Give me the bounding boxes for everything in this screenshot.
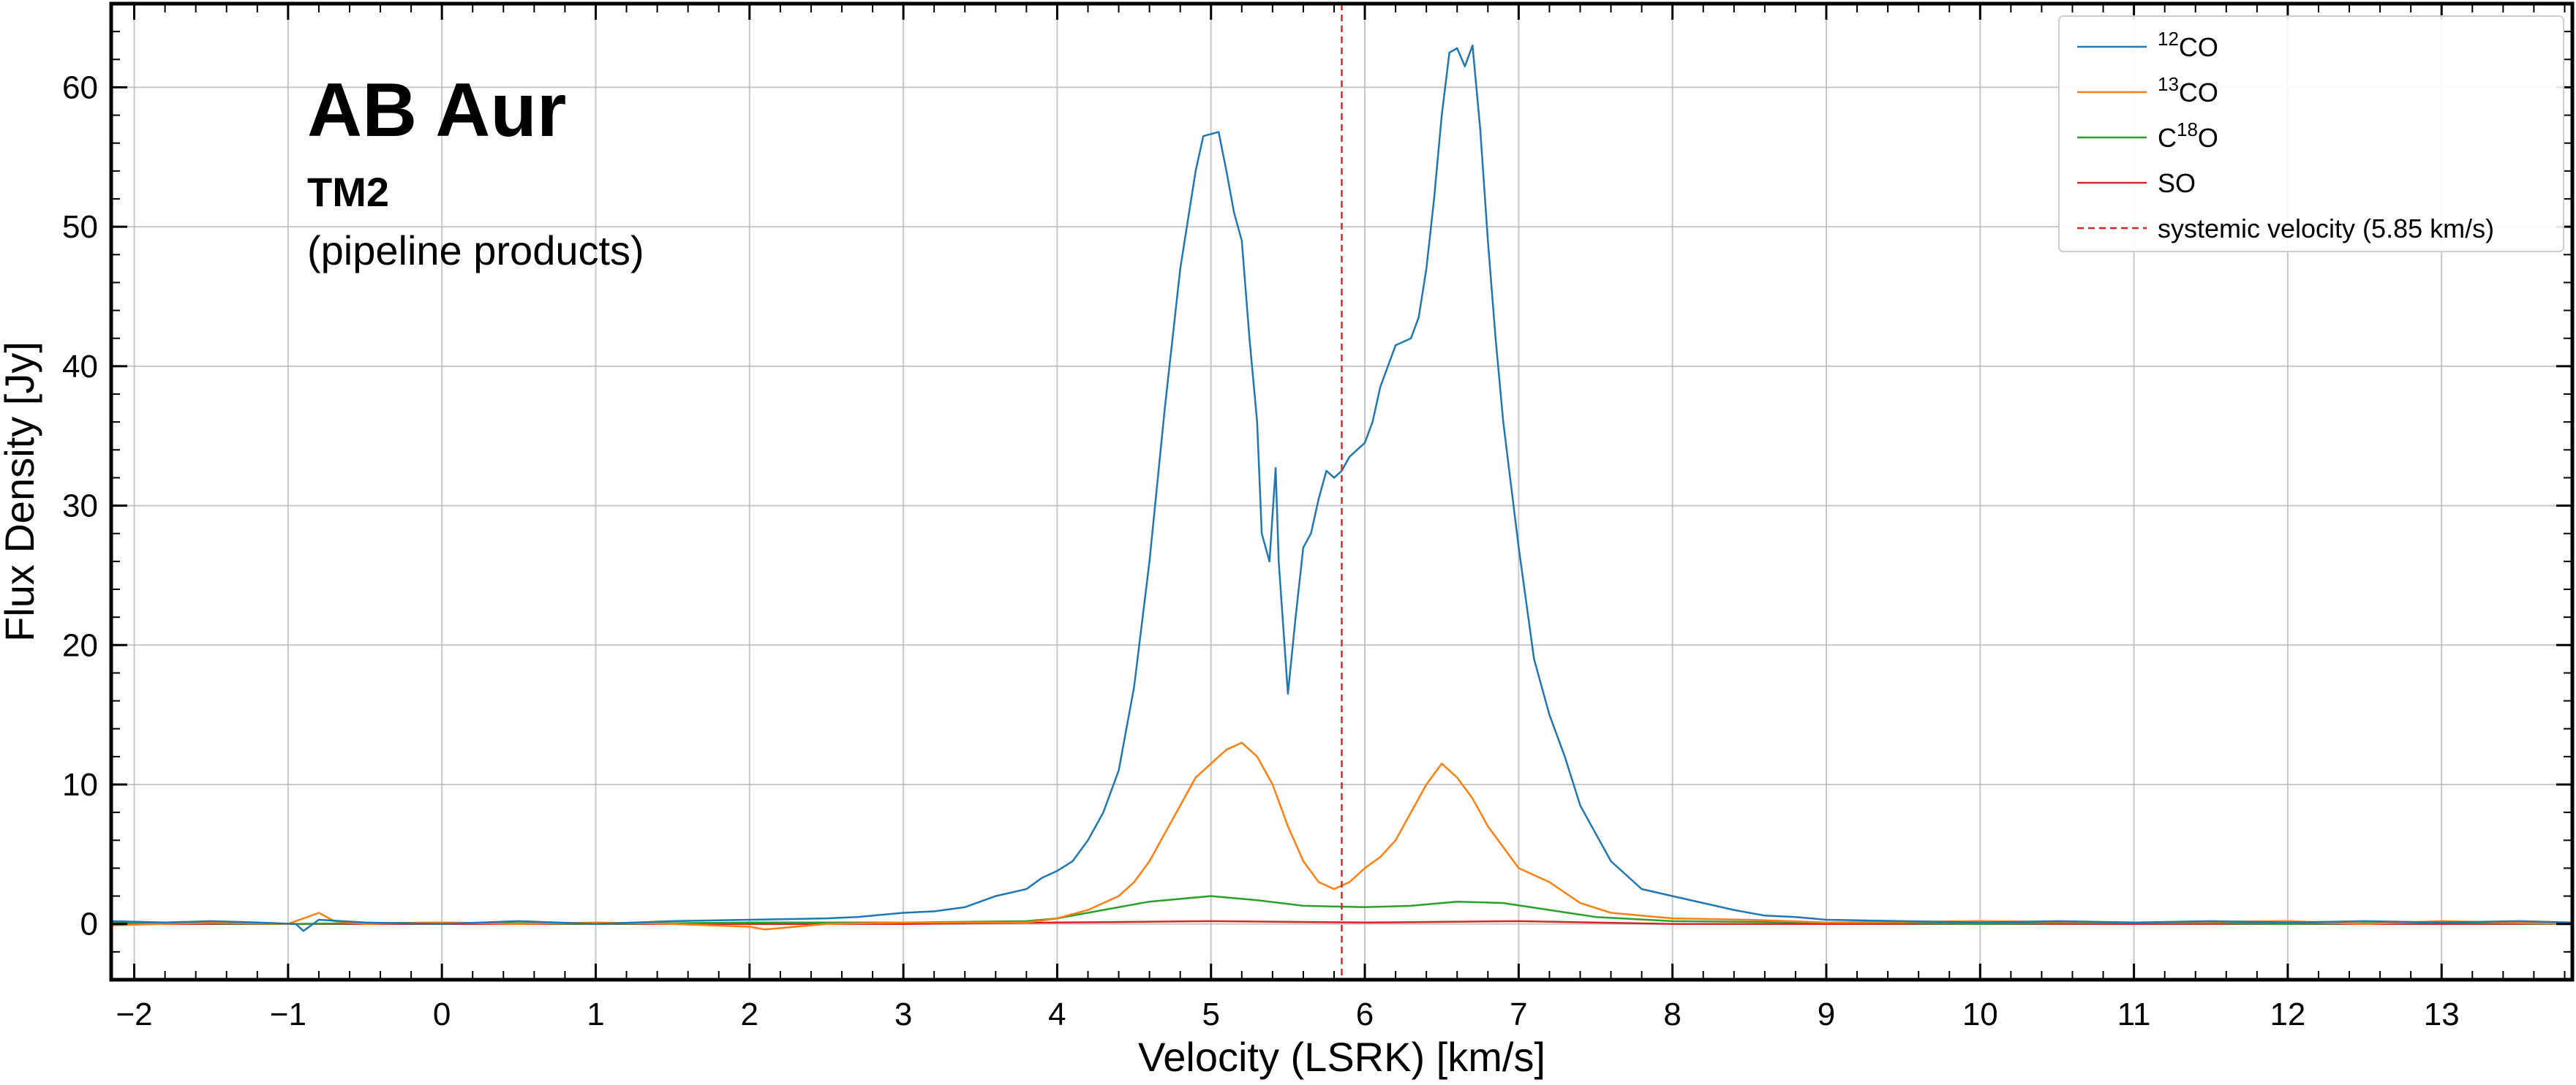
series-line-c18o bbox=[110, 895, 2573, 925]
plot-frame bbox=[109, 1, 2575, 982]
chart-note: (pipeline products) bbox=[307, 227, 644, 273]
x-tick-label: 4 bbox=[1048, 997, 1066, 1032]
y-tick-label: 60 bbox=[62, 69, 98, 105]
legend-label-so: SO bbox=[2158, 168, 2196, 198]
x-tick-label: −2 bbox=[116, 997, 152, 1032]
x-tick-label: −1 bbox=[270, 997, 306, 1032]
y-tick-label: 20 bbox=[62, 627, 98, 663]
y-tick-label: 30 bbox=[62, 488, 98, 524]
x-tick-label: 11 bbox=[2117, 997, 2151, 1032]
series-line-13co bbox=[110, 741, 2573, 931]
axis-ticks bbox=[111, 4, 2572, 980]
legend-box bbox=[2058, 15, 2564, 252]
y-tick-label: 50 bbox=[62, 209, 98, 245]
y-tick-label: 40 bbox=[62, 349, 98, 385]
y-tick-label: 10 bbox=[62, 767, 98, 803]
x-tick-label: 1 bbox=[587, 997, 604, 1032]
x-tick-label: 8 bbox=[1663, 997, 1681, 1032]
y-tick-label: 0 bbox=[80, 907, 98, 942]
x-tick-label: 0 bbox=[433, 997, 451, 1032]
x-tick-label: 13 bbox=[2424, 997, 2460, 1032]
x-tick-label: 2 bbox=[741, 997, 758, 1032]
x-tick-label: 5 bbox=[1202, 997, 1219, 1032]
chart-subtitle: TM2 bbox=[307, 169, 389, 215]
legend-label-12co: 12CO bbox=[2158, 28, 2218, 62]
legend-label-c18o: C18O bbox=[2158, 118, 2218, 153]
x-tick-label: 12 bbox=[2270, 997, 2305, 1032]
x-tick-label: 10 bbox=[1962, 997, 1998, 1032]
y-axis-label: Flux Density [Jy] bbox=[0, 341, 42, 642]
x-tick-label: 3 bbox=[895, 997, 912, 1032]
series-lines bbox=[110, 44, 2573, 932]
legend: 12CO 13CO C18O SO systemic velocity (5.85 km… bbox=[2058, 15, 2564, 252]
x-tick-label: 9 bbox=[1818, 997, 1835, 1032]
legend-label-systemic-velocity: systemic velocity (5.85 km/s) bbox=[2158, 213, 2494, 243]
x-axis-label: Velocity (LSRK) [km/s] bbox=[1138, 1034, 1545, 1080]
x-tick-label: 7 bbox=[1510, 997, 1527, 1032]
legend-label-13co: 13CO bbox=[2158, 73, 2218, 107]
chart-title: AB Aur bbox=[307, 68, 566, 153]
series-line-12co bbox=[110, 44, 2573, 932]
x-tick-label: 6 bbox=[1356, 997, 1374, 1032]
